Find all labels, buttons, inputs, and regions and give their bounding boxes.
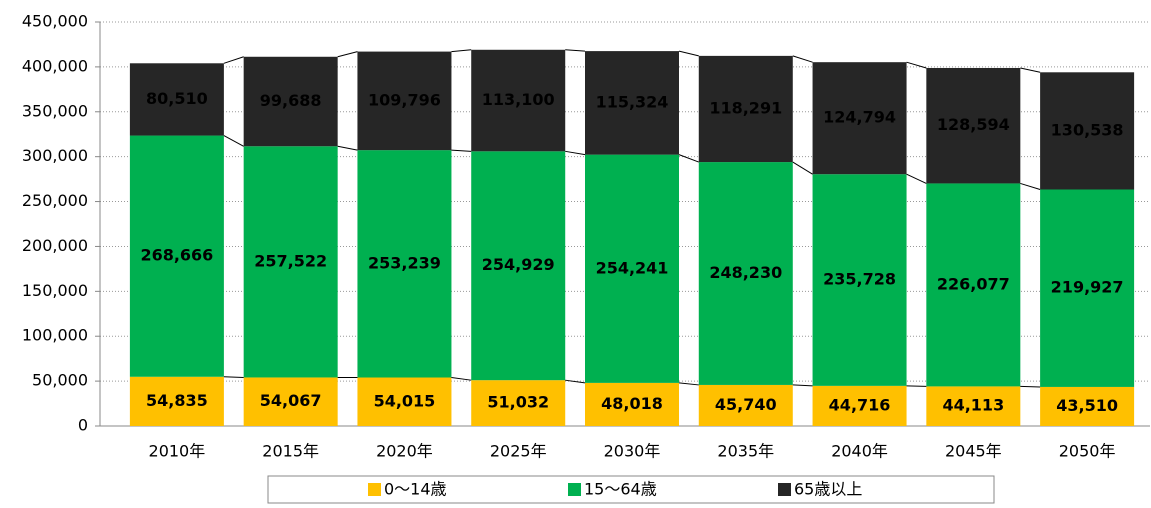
x-tick-label: 2050年 [1059, 442, 1116, 461]
connector-line [224, 136, 244, 147]
legend-swatch [568, 483, 581, 496]
value-label: 219,927 [1051, 278, 1124, 297]
legend-swatch [368, 483, 381, 496]
value-label: 130,538 [1051, 120, 1124, 139]
x-tick-label: 2045年 [945, 442, 1002, 461]
connector-line [793, 162, 813, 174]
value-label: 253,239 [368, 253, 441, 272]
value-label: 109,796 [368, 90, 441, 109]
value-label: 54,835 [146, 391, 208, 410]
connector-line [451, 50, 471, 52]
connector-line [907, 174, 927, 183]
connector-line [451, 150, 471, 151]
connector-line [793, 385, 813, 386]
connector-line [224, 377, 244, 378]
connector-line [907, 386, 927, 387]
connector-line [565, 50, 585, 51]
x-tick-label: 2040年 [831, 442, 888, 461]
value-label: 248,230 [709, 263, 782, 282]
value-label: 54,067 [260, 391, 322, 410]
y-tick-label: 0 [78, 416, 88, 435]
value-label: 99,688 [260, 91, 322, 110]
y-tick-label: 450,000 [22, 12, 88, 31]
x-tick-label: 2010年 [149, 442, 206, 461]
value-label: 113,100 [482, 90, 555, 109]
connector-line [679, 155, 699, 162]
connector-line [565, 151, 585, 154]
y-tick-label: 400,000 [22, 56, 88, 75]
value-label: 80,510 [146, 89, 208, 108]
value-label: 254,241 [596, 258, 669, 277]
value-label: 54,015 [374, 391, 436, 410]
y-tick-label: 350,000 [22, 101, 88, 120]
y-tick-label: 100,000 [22, 326, 88, 345]
value-label: 44,113 [942, 396, 1004, 415]
value-label: 43,510 [1056, 396, 1118, 415]
connector-line [793, 56, 813, 62]
value-label: 235,728 [823, 270, 896, 289]
legend-label: 65歳以上 [794, 480, 862, 499]
y-tick-label: 150,000 [22, 281, 88, 300]
y-tick-label: 250,000 [22, 191, 88, 210]
connector-line [224, 57, 244, 64]
y-tick-label: 50,000 [32, 371, 88, 390]
legend-label: 0〜14歳 [384, 480, 447, 499]
y-tick-label: 300,000 [22, 146, 88, 165]
connector-line [338, 146, 358, 150]
connector-line [1020, 183, 1040, 189]
connector-line [338, 52, 358, 57]
x-tick-label: 2035年 [717, 442, 774, 461]
value-label: 128,594 [937, 115, 1010, 134]
value-label: 45,740 [715, 395, 777, 414]
x-tick-label: 2020年 [376, 442, 433, 461]
connector-line [679, 51, 699, 56]
value-label: 268,666 [140, 246, 213, 265]
connector-line [1020, 68, 1040, 72]
x-tick-label: 2025年 [490, 442, 547, 461]
value-label: 257,522 [254, 251, 327, 270]
y-tick-label: 200,000 [22, 236, 88, 255]
value-label: 226,077 [937, 274, 1010, 293]
legend-swatch [778, 483, 791, 496]
x-tick-label: 2015年 [262, 442, 319, 461]
value-label: 48,018 [601, 394, 663, 413]
value-label: 124,794 [823, 108, 896, 127]
value-label: 118,291 [709, 98, 782, 117]
x-tick-label: 2030年 [604, 442, 661, 461]
value-label: 51,032 [487, 393, 549, 412]
connector-line [451, 378, 471, 381]
connector-line [1020, 386, 1040, 387]
connector-line [679, 383, 699, 385]
legend-label: 15〜64歳 [584, 480, 657, 499]
value-label: 115,324 [596, 92, 669, 111]
value-label: 254,929 [482, 255, 555, 274]
value-label: 44,716 [829, 395, 891, 414]
